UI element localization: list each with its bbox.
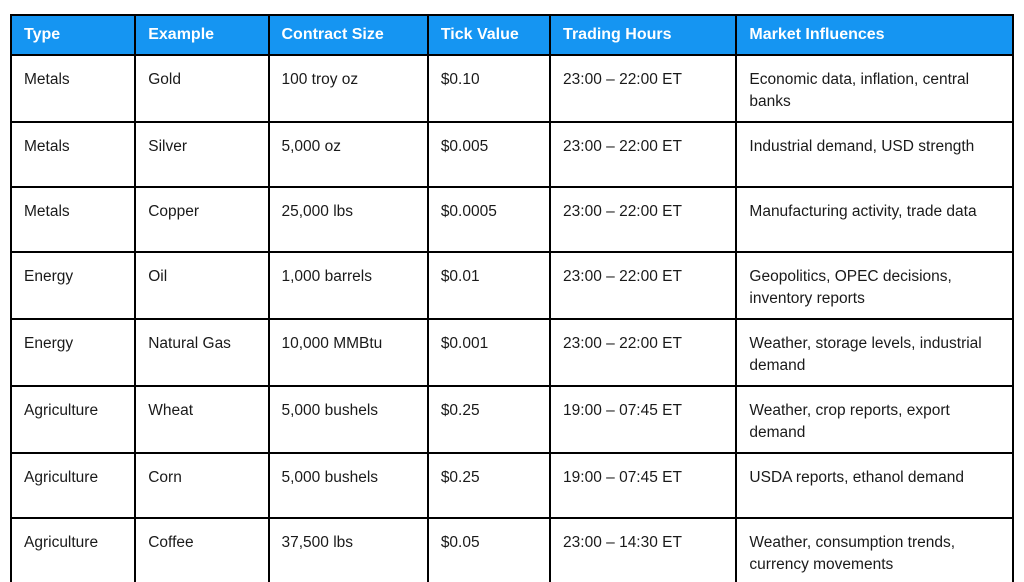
cell-trading-hours: 19:00 – 07:45 ET — [549, 452, 738, 519]
cell-type: Metals — [9, 121, 137, 188]
cell-contract-size: 5,000 bushels — [267, 385, 429, 454]
cell-tick-value: $0.01 — [426, 251, 552, 320]
cell-example: Silver — [134, 121, 270, 188]
cell-example: Copper — [134, 186, 270, 253]
cell-type: Agriculture — [9, 517, 137, 582]
table-row-coffee: Agriculture Coffee 37,500 lbs $0.05 23:0… — [9, 517, 1014, 582]
table-row-oil: Energy Oil 1,000 barrels $0.01 23:00 – 2… — [9, 251, 1014, 320]
cell-tick-value: $0.05 — [426, 517, 552, 582]
cell-tick-value: $0.25 — [426, 385, 552, 454]
column-header-market-influences: Market Influences — [735, 14, 1014, 56]
cell-type: Agriculture — [9, 452, 137, 519]
cell-example: Gold — [134, 54, 270, 123]
cell-example: Natural Gas — [134, 318, 270, 387]
cell-market-influences: Weather, consumption trends, currency mo… — [735, 517, 1014, 582]
column-header-trading-hours: Trading Hours — [549, 14, 738, 56]
cell-type: Agriculture — [9, 385, 137, 454]
futures-contracts-table: Type Example Contract Size Tick Value Tr… — [9, 14, 1014, 582]
cell-contract-size: 5,000 bushels — [267, 452, 429, 519]
cell-market-influences: USDA reports, ethanol demand — [735, 452, 1014, 519]
cell-contract-size: 10,000 MMBtu — [267, 318, 429, 387]
cell-contract-size: 25,000 lbs — [267, 186, 429, 253]
cell-market-influences: Industrial demand, USD strength — [735, 121, 1014, 188]
cell-contract-size: 100 troy oz — [267, 54, 429, 123]
table-row-natural-gas: Energy Natural Gas 10,000 MMBtu $0.001 2… — [9, 318, 1014, 387]
cell-tick-value: $0.25 — [426, 452, 552, 519]
cell-tick-value: $0.10 — [426, 54, 552, 123]
cell-contract-size: 37,500 lbs — [267, 517, 429, 582]
cell-market-influences: Economic data, inflation, central banks — [735, 54, 1014, 123]
cell-trading-hours: 19:00 – 07:45 ET — [549, 385, 738, 454]
cell-tick-value: $0.0005 — [426, 186, 552, 253]
cell-type: Energy — [9, 318, 137, 387]
cell-contract-size: 1,000 barrels — [267, 251, 429, 320]
cell-trading-hours: 23:00 – 22:00 ET — [549, 54, 738, 123]
cell-trading-hours: 23:00 – 14:30 ET — [549, 517, 738, 582]
cell-example: Corn — [134, 452, 270, 519]
cell-example: Wheat — [134, 385, 270, 454]
cell-trading-hours: 23:00 – 22:00 ET — [549, 186, 738, 253]
cell-type: Energy — [9, 251, 137, 320]
cell-market-influences: Geopolitics, OPEC decisions, inventory r… — [735, 251, 1014, 320]
cell-tick-value: $0.001 — [426, 318, 552, 387]
table-row-wheat: Agriculture Wheat 5,000 bushels $0.25 19… — [9, 385, 1014, 454]
column-header-type: Type — [9, 14, 137, 56]
column-header-tick-value: Tick Value — [426, 14, 552, 56]
cell-market-influences: Manufacturing activity, trade data — [735, 186, 1014, 253]
cell-market-influences: Weather, storage levels, industrial dema… — [735, 318, 1014, 387]
table-row-gold: Metals Gold 100 troy oz $0.10 23:00 – 22… — [9, 54, 1014, 123]
cell-tick-value: $0.005 — [426, 121, 552, 188]
table-row-silver: Metals Silver 5,000 oz $0.005 23:00 – 22… — [9, 121, 1014, 188]
column-header-contract-size: Contract Size — [267, 14, 429, 56]
cell-market-influences: Weather, crop reports, export demand — [735, 385, 1014, 454]
cell-contract-size: 5,000 oz — [267, 121, 429, 188]
cell-type: Metals — [9, 186, 137, 253]
table-row-copper: Metals Copper 25,000 lbs $0.0005 23:00 –… — [9, 186, 1014, 253]
table-row-corn: Agriculture Corn 5,000 bushels $0.25 19:… — [9, 452, 1014, 519]
cell-type: Metals — [9, 54, 137, 123]
cell-trading-hours: 23:00 – 22:00 ET — [549, 251, 738, 320]
column-header-example: Example — [134, 14, 270, 56]
cell-trading-hours: 23:00 – 22:00 ET — [549, 318, 738, 387]
header-row: Type Example Contract Size Tick Value Tr… — [9, 14, 1014, 56]
cell-trading-hours: 23:00 – 22:00 ET — [549, 121, 738, 188]
cell-example: Coffee — [134, 517, 270, 582]
cell-example: Oil — [134, 251, 270, 320]
